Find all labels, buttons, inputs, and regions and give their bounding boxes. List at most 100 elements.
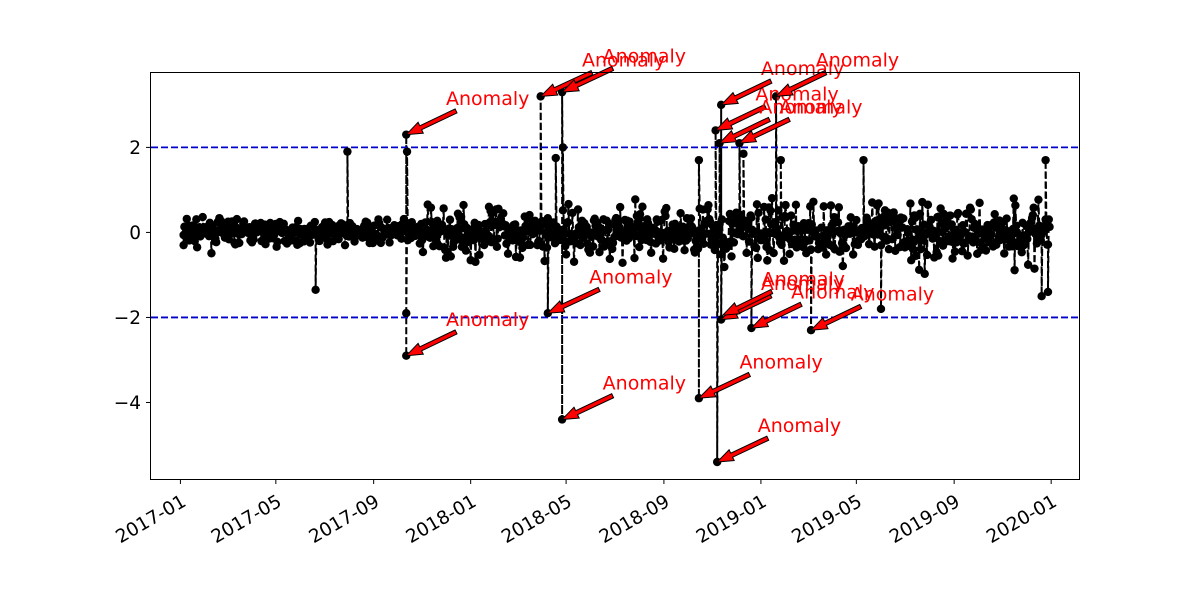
data-point: [953, 208, 963, 218]
annotation-label: Anomaly: [603, 373, 686, 395]
data-point: [767, 193, 777, 203]
data-point: [426, 203, 436, 212]
data-point: [1023, 260, 1033, 269]
data-point: [903, 228, 913, 238]
data-point: [945, 211, 955, 220]
data-point: [975, 198, 984, 208]
data-point: [397, 234, 406, 243]
data-point: [569, 257, 579, 266]
data-point: [235, 238, 244, 248]
data-point: [631, 195, 640, 204]
annotation-label: Anomaly: [582, 50, 665, 72]
annotation-label: Anomaly: [755, 84, 838, 106]
data-point: [870, 242, 879, 251]
data-point: [934, 251, 943, 260]
data-point: [561, 250, 571, 259]
annotation-arrow: [738, 116, 791, 144]
data-point: [182, 214, 191, 224]
annotation-label: Anomaly: [791, 281, 874, 303]
data-point: [744, 237, 754, 246]
data-point: [1010, 265, 1019, 275]
data-point: [906, 199, 915, 208]
data-point: [1023, 234, 1032, 244]
data-point: [526, 240, 535, 250]
annotation-arrow: [721, 288, 774, 316]
data-point: [454, 224, 463, 234]
data-point: [483, 231, 493, 240]
data-point: [710, 245, 719, 255]
data-point: [350, 237, 359, 246]
data-point: [402, 309, 411, 318]
annotation: Anomaly: [774, 50, 899, 98]
annotation-arrow: [774, 69, 828, 98]
annotation: Anomaly: [715, 415, 841, 463]
data-point: [819, 202, 828, 211]
data-point: [922, 250, 932, 260]
annotation: Anomaly: [714, 84, 839, 132]
x-tick-label: 2017-05: [208, 491, 285, 548]
data-point: [564, 199, 573, 209]
x-tick-label: 2018-09: [596, 491, 673, 548]
data-point: [841, 243, 851, 253]
annotation: Anomaly: [697, 351, 823, 399]
data-point: [781, 200, 790, 210]
data-point: [739, 232, 748, 241]
data-point: [311, 285, 320, 295]
data-point: [421, 218, 430, 227]
data-point: [1037, 291, 1046, 301]
data-point: [662, 203, 671, 213]
data-point: [635, 209, 645, 219]
data-point: [833, 218, 843, 227]
annotation-arrow: [719, 78, 773, 106]
data-point: [963, 251, 972, 260]
data-point: [563, 218, 572, 227]
data-point: [399, 214, 409, 224]
data-point: [525, 210, 534, 220]
data-point: [518, 233, 528, 242]
data-point: [742, 248, 751, 258]
x-tick-label: 2020-01: [983, 491, 1060, 548]
plot-frame: [150, 72, 1080, 480]
data-point: [1041, 155, 1050, 165]
data-point: [874, 199, 883, 208]
annotation: Anomaly: [560, 373, 686, 421]
data-point: [931, 230, 941, 240]
data-point: [207, 249, 216, 258]
data-point: [493, 234, 502, 243]
data-point: [1002, 214, 1011, 223]
data-point: [821, 250, 831, 259]
data-point: [439, 204, 448, 213]
data-point: [717, 215, 727, 224]
data-point: [754, 208, 763, 217]
data-point: [658, 254, 668, 263]
annotation-arrow: [715, 435, 770, 463]
data-point: [813, 232, 822, 241]
data-point: [343, 147, 352, 156]
data-point: [981, 246, 991, 255]
data-point: [305, 238, 315, 247]
annotation: Anomaly: [405, 88, 529, 136]
data-point: [769, 248, 778, 258]
data-point: [515, 253, 525, 262]
annotation-arrow: [809, 303, 863, 331]
data-point: [646, 248, 656, 257]
data-point: [630, 253, 639, 263]
annotation-arrow: [560, 393, 615, 421]
data-point: [1029, 203, 1038, 212]
data-point: [958, 220, 968, 230]
data-point: [1007, 234, 1016, 244]
annotation-label: Anomaly: [779, 96, 862, 118]
data-point: [729, 238, 739, 247]
data-point: [693, 244, 703, 253]
data-point: [232, 214, 242, 224]
data-point: [1043, 287, 1053, 297]
x-tick-label: 2019-09: [886, 491, 963, 548]
data-point: [805, 236, 814, 245]
annotation-arrow: [539, 69, 594, 98]
data-point: [720, 262, 729, 272]
data-point: [835, 247, 844, 256]
data-point: [751, 243, 761, 253]
data-point: [920, 269, 929, 279]
data-point: [418, 247, 428, 257]
